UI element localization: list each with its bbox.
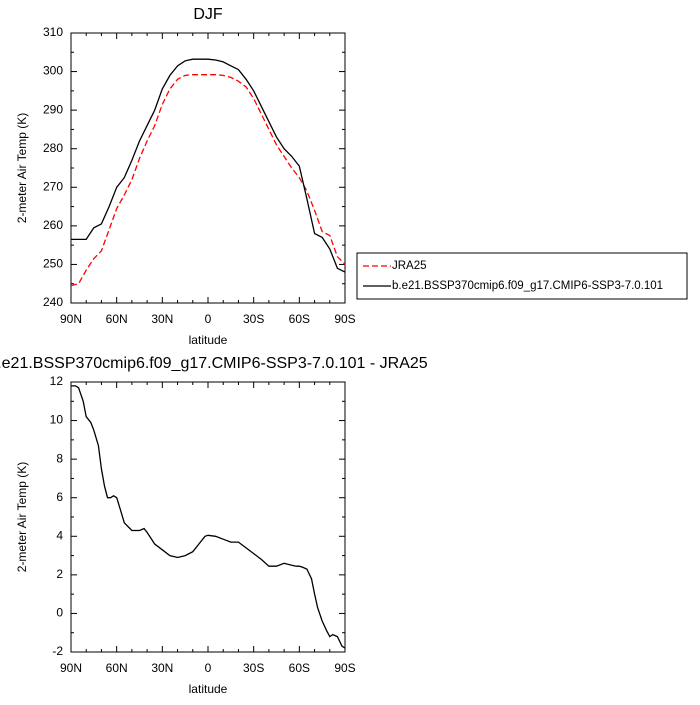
x-tick-label: 30S <box>243 661 264 675</box>
plot-frame <box>70 381 346 653</box>
y-axis-label: 2-meter Air Temp (K) <box>15 113 29 223</box>
x-tick-label: 60N <box>106 312 128 326</box>
y-tick-label: 10 <box>50 413 64 427</box>
x-tick-label: 60S <box>289 661 310 675</box>
x-axis-label: latitude <box>189 333 228 347</box>
x-tick-label: 90S <box>334 661 355 675</box>
chart-title: b.e21.BSSP370cmip6.f09_g17.CMIP6-SSP3-7.… <box>0 355 428 372</box>
y-tick-label: 4 <box>56 528 63 542</box>
plot-frame <box>70 32 346 304</box>
y-tick-label: -2 <box>52 644 63 658</box>
chart-title: DJF <box>193 6 223 23</box>
y-tick-label: 12 <box>50 374 64 388</box>
y-tick-label: 8 <box>56 451 63 465</box>
x-axis-label: latitude <box>189 682 228 696</box>
x-tick-label: 90N <box>60 312 82 326</box>
series-line-difference <box>71 385 346 649</box>
y-tick-label: 6 <box>56 490 63 504</box>
y-tick-label: 300 <box>43 64 63 78</box>
y-tick-label: 0 <box>56 606 63 620</box>
x-tick-label: 90S <box>334 312 355 326</box>
x-tick-label: 60N <box>106 661 128 675</box>
legend: JRA25 b.e21.BSSP370cmip6.f09_g17.CMIP6-SS… <box>356 252 688 300</box>
x-tick-label: 30S <box>243 312 264 326</box>
y-axis-label: 2-meter Air Temp (K) <box>15 462 29 572</box>
x-tick-label: 30N <box>151 661 173 675</box>
y-tick-label: 2 <box>56 567 63 581</box>
y-tick-label: 240 <box>43 295 63 309</box>
y-tick-label: 260 <box>43 218 63 232</box>
series-line-b-e21-bssp370cmip6-f09-g17-cmip6-ssp3-7-0-101 <box>71 58 346 273</box>
y-tick-label: 250 <box>43 257 63 271</box>
legend-box <box>356 252 688 300</box>
x-tick-label: 0 <box>205 661 212 675</box>
x-tick-label: 0 <box>205 312 212 326</box>
x-tick-label: 60S <box>289 312 310 326</box>
y-tick-label: 290 <box>43 102 63 116</box>
x-tick-label: 90N <box>60 661 82 675</box>
y-tick-label: 280 <box>43 141 63 155</box>
series-line-jra25 <box>70 74 346 287</box>
panel-bottom: b.e21.BSSP370cmip6.f09_g17.CMIP6-SSP3-7.… <box>0 355 428 696</box>
legend-label: b.e21.BSSP370cmip6.f09_g17.CMIP6-SSP3-7.… <box>392 280 663 292</box>
panel-top: DJF 90N 60N 30N 0 30S 60S 90S 240 250 260 270 280 290… <box>15 6 688 347</box>
y-tick-label: 310 <box>43 25 63 39</box>
legend-label: JRA25 <box>392 260 427 272</box>
y-tick-label: 270 <box>43 179 63 193</box>
x-tick-label: 30N <box>151 312 173 326</box>
